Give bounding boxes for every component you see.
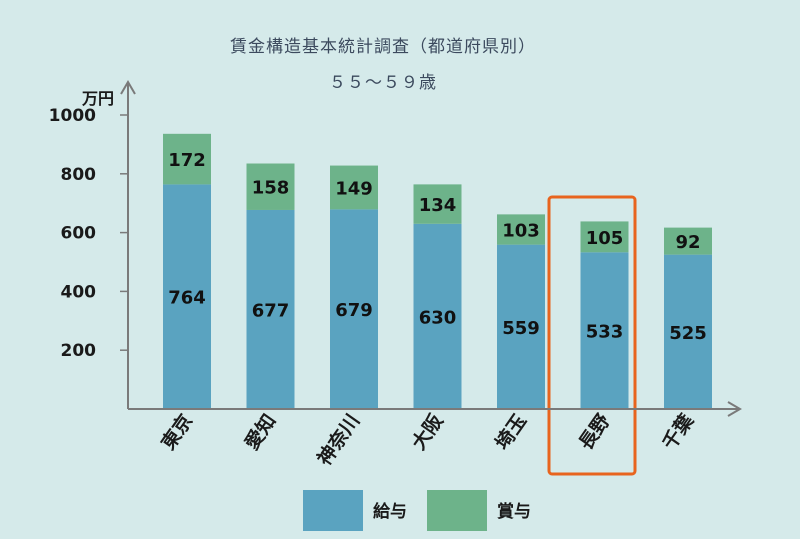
bar-segment-salary	[497, 244, 545, 409]
legend-swatch	[303, 490, 363, 531]
data-label-bonus: 158	[252, 178, 290, 199]
bar-segment-salary	[580, 252, 629, 409]
bar-segment-bonus	[246, 163, 295, 210]
bar-segment-salary	[664, 254, 712, 409]
data-label-bonus: 103	[502, 221, 540, 242]
y-tick-label: 800	[61, 165, 97, 185]
bar-segment-salary	[330, 209, 378, 409]
y-tick-label: 600	[61, 224, 97, 244]
data-label-salary: 559	[502, 318, 540, 339]
bar-segment-bonus	[413, 184, 462, 224]
y-tick-label: 200	[61, 341, 97, 361]
y-axis-unit-label: 万円	[81, 89, 114, 108]
bar-segment-salary	[246, 209, 295, 409]
bar-segment-bonus	[664, 227, 712, 255]
x-category-label: 千葉	[658, 409, 698, 454]
chart-title: 賃金構造基本統計調査（都道府県別）	[230, 37, 536, 57]
data-label-bonus: 105	[586, 228, 624, 249]
data-label-bonus: 172	[168, 150, 206, 171]
chart-subtitle: ５５〜５９歳	[329, 73, 437, 93]
legend-label: 給与	[373, 501, 407, 522]
bar-segment-bonus	[330, 165, 378, 210]
data-label-salary: 764	[168, 288, 206, 309]
bar-segment-salary	[413, 223, 462, 409]
data-label-bonus: 92	[675, 232, 700, 253]
highlight-box	[547, 195, 637, 476]
bar-segment-bonus	[163, 133, 211, 185]
x-category-label: 長野	[575, 410, 615, 454]
x-category-label: 神奈川	[313, 410, 365, 470]
y-tick-label: 1000	[49, 106, 96, 126]
y-tick-label: 400	[61, 282, 97, 302]
data-label-salary: 677	[252, 300, 290, 321]
legend-label: 賞与	[497, 501, 531, 522]
bar-segment-bonus	[580, 221, 629, 253]
data-label-salary: 630	[419, 307, 457, 328]
data-label-salary: 679	[335, 300, 373, 321]
data-label-salary: 525	[669, 323, 707, 344]
data-label-salary: 533	[586, 322, 624, 343]
x-category-label: 埼玉	[490, 410, 531, 454]
x-category-label: 東京	[156, 410, 197, 454]
data-label-bonus: 134	[419, 195, 457, 216]
legend-swatch	[427, 490, 487, 531]
bar-segment-salary	[163, 184, 211, 409]
x-category-label: 大阪	[407, 409, 448, 454]
x-category-label: 愛知	[240, 410, 281, 454]
x-axis-arrow	[727, 401, 742, 417]
bar-segment-bonus	[497, 214, 545, 245]
data-label-bonus: 149	[335, 178, 373, 199]
y-axis-arrow	[120, 80, 136, 95]
